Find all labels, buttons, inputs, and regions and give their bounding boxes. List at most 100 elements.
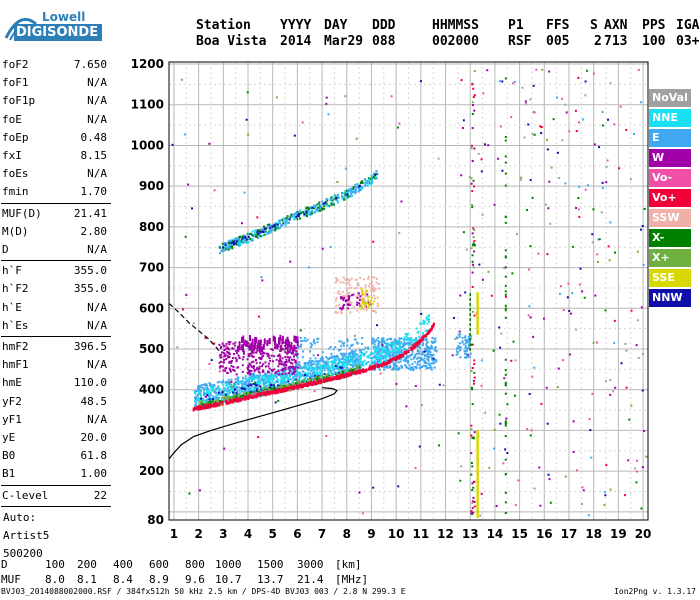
echo-dot-nne <box>271 375 274 378</box>
echo-dot-2hop <box>321 200 324 203</box>
noise-dot <box>471 403 474 406</box>
echo-dot-2hop <box>231 240 234 243</box>
header-col-5: P1 <box>508 18 524 33</box>
echo-dot-2hop <box>368 179 371 182</box>
echo-dot-w <box>234 349 237 352</box>
echo-dot-vo-plus <box>318 379 321 383</box>
logo-line1: Lowell <box>42 10 86 24</box>
echo-dot-e <box>381 354 384 357</box>
echo-dot-vo-plus <box>329 377 332 381</box>
echo-dot-2hop <box>255 232 258 235</box>
echo-dot-2hop <box>309 213 312 216</box>
echo-dot-w <box>274 342 277 349</box>
echo-dot-nne <box>348 355 351 358</box>
noise-dot <box>504 420 507 423</box>
legend-x-: X+ <box>649 249 691 267</box>
echo-dot-w <box>227 356 230 359</box>
echo-dot-e <box>274 375 277 378</box>
noise-dot <box>643 207 646 210</box>
noise-dot <box>504 290 507 293</box>
noise-dot <box>640 507 643 510</box>
noise-dot <box>210 359 213 362</box>
echo-dot-vo-plus <box>309 381 312 385</box>
echo-dot-e <box>323 369 326 372</box>
noise-dot <box>609 393 612 396</box>
noise-dot <box>498 413 501 416</box>
echo-dot-vo-plus <box>267 390 270 394</box>
dist-label: D <box>1 558 8 571</box>
echo-dot-nne <box>356 363 359 366</box>
echo-dot-w <box>264 365 267 368</box>
echo-dot-e <box>215 387 218 390</box>
echo-dot-e <box>455 353 458 356</box>
echo-dot-2hop <box>245 241 248 244</box>
echo-dot-x-minus <box>263 388 266 391</box>
echo-dot-2hop <box>366 184 369 187</box>
echo-dot-w <box>280 369 283 372</box>
echo-dot-w <box>295 350 298 353</box>
echo-dot-e <box>356 342 359 345</box>
noise-dot <box>471 113 474 116</box>
noise-dot <box>605 165 608 168</box>
noise-dot <box>504 275 507 278</box>
echo-dot-nne <box>417 330 420 333</box>
echo-dot-e <box>425 361 428 364</box>
echo-dot-ssw <box>361 307 364 310</box>
echo-dot-2hop <box>352 190 355 193</box>
echo-dot-e <box>350 344 353 347</box>
noise-dot <box>510 116 513 119</box>
noise-dot <box>527 314 530 317</box>
echo-dot-e <box>404 364 407 367</box>
echo-dot-nne <box>359 356 362 359</box>
echo-dot-nne <box>207 397 210 400</box>
echo-dot-e <box>263 378 266 381</box>
noise-dot <box>625 386 628 389</box>
echo-dot-ssw <box>350 301 353 304</box>
echo-dot-e <box>310 374 313 377</box>
echo-dot-e <box>219 392 222 395</box>
echo-dot-nne <box>393 350 396 353</box>
echo-dot-e <box>289 375 292 378</box>
echo-dot-e <box>255 374 258 377</box>
echo-dot-e <box>426 353 429 356</box>
echo-dot-nne <box>297 378 300 381</box>
echo-dot-e <box>371 361 374 364</box>
noise-dot <box>187 183 190 186</box>
echo-dot-nne <box>365 351 368 354</box>
echo-dot-w <box>293 335 296 342</box>
echo-dot-e <box>223 389 226 392</box>
echo-dot-nne <box>400 337 403 340</box>
echo-dot-nne <box>326 369 329 372</box>
echo-dot-2hop <box>279 219 282 222</box>
echo-dot-w <box>358 302 361 305</box>
noise-dot <box>437 157 440 160</box>
noise-dot <box>493 447 496 450</box>
echo-dot-e <box>217 385 220 388</box>
echo-dot-ssw <box>338 304 341 307</box>
echo-dot-e <box>374 345 377 348</box>
x-tick-label: 12 <box>437 527 454 541</box>
echo-dot-e <box>383 340 386 343</box>
echo-dot-2hop <box>374 175 377 178</box>
noise-dot <box>526 428 529 431</box>
echo-dot-e <box>354 361 357 364</box>
echo-dot-2hop <box>358 187 361 190</box>
x-tick-label: 9 <box>367 527 375 541</box>
echo-dot-vo-plus <box>382 361 385 365</box>
echo-dot-x-minus <box>252 391 255 394</box>
echo-dot-e <box>406 356 409 359</box>
echo-dot-w <box>295 354 298 357</box>
echo-dot-2hop <box>310 212 313 215</box>
echo-dot-w <box>368 303 371 306</box>
echo-dot-e <box>429 365 432 368</box>
noise-dot <box>243 191 246 194</box>
echo-dot-w <box>252 345 255 352</box>
echo-dot-sse <box>366 289 369 292</box>
echo-dot-e <box>398 344 401 347</box>
echo-dot-x-minus <box>242 394 245 397</box>
echo-dot-vo-plus <box>209 405 212 409</box>
echo-dot-2hop <box>332 203 335 206</box>
echo-dot-nnw <box>235 391 238 394</box>
param-value: 61.8 <box>80 449 108 463</box>
echo-dot-ssw <box>373 294 376 297</box>
